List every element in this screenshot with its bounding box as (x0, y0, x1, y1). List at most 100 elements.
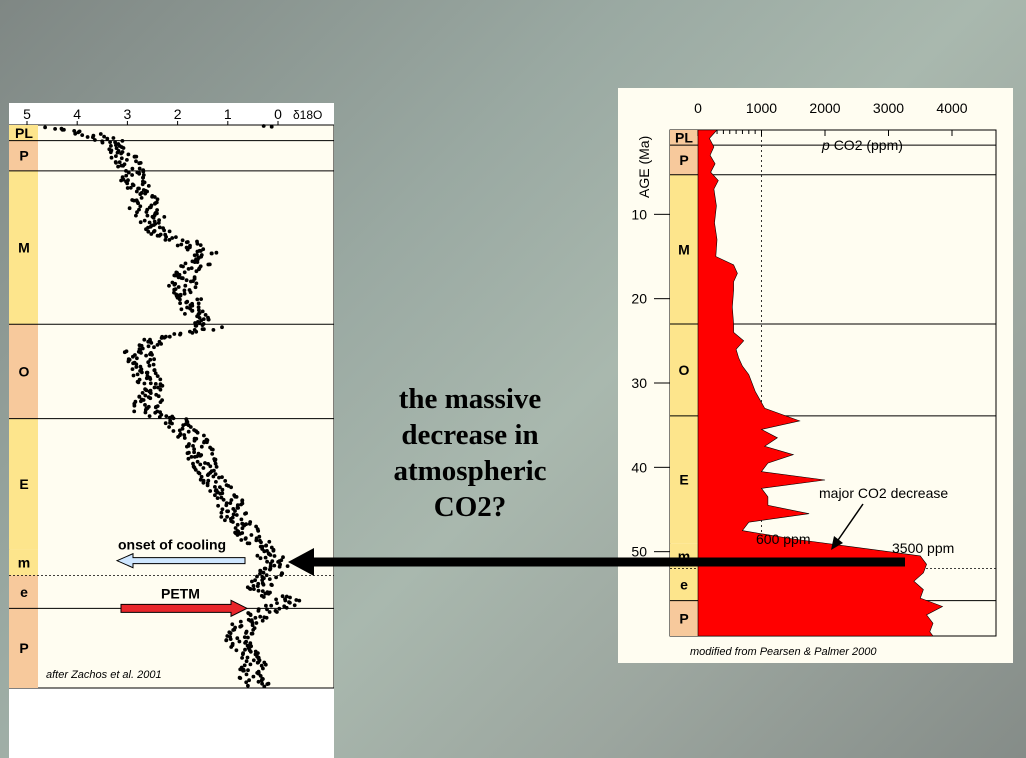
d18o-data-point (130, 166, 135, 171)
d18o-data-point (195, 459, 200, 464)
d18o-data-point (267, 610, 272, 614)
d18o-data-point (130, 173, 134, 177)
d18o-data-point (229, 485, 234, 490)
d18o-data-point (145, 213, 150, 218)
d18o-data-point (121, 146, 126, 150)
d18o-data-point (239, 538, 244, 542)
d18o-data-point (261, 595, 266, 599)
d18o-data-point (233, 509, 237, 513)
d18o-data-point (158, 400, 163, 404)
d18o-data-point (144, 210, 149, 214)
d18o-data-point (281, 555, 285, 560)
d18o-data-point (137, 395, 142, 399)
d18o-data-point (148, 352, 152, 357)
co2-epoch-label: M (678, 241, 690, 257)
d18o-data-point (193, 285, 198, 290)
d18o-data-point (124, 169, 128, 173)
d18o-data-point (134, 213, 138, 218)
d18o-data-point (279, 573, 284, 577)
co2-credit: modified from Pearsen & Palmer 2000 (690, 646, 877, 658)
co2-epoch-label: PL (675, 130, 693, 146)
d18o-data-point (152, 195, 157, 199)
d18o-data-point (155, 343, 160, 347)
d18o-data-point (258, 614, 263, 619)
d18o-data-point (151, 229, 156, 234)
d18o-data-point (139, 351, 143, 355)
d18o-data-point (147, 363, 152, 368)
d18o-data-point (195, 249, 200, 254)
d18o-data-point (264, 603, 268, 608)
d18o-data-point (91, 135, 95, 140)
d18o-axis-tick: 0 (274, 106, 282, 122)
d18o-data-point (243, 647, 247, 652)
co2-epoch-label: e (680, 577, 688, 593)
d18o-data-point (253, 578, 257, 583)
d18o-data-point (163, 238, 168, 242)
d18o-data-point (180, 238, 185, 243)
d18o-epoch-label: e (20, 584, 28, 600)
d18o-data-point (233, 526, 238, 530)
d18o-data-point (214, 480, 218, 484)
d18o-data-point (262, 549, 267, 554)
d18o-data-point (150, 194, 155, 199)
d18o-axis-tick: 4 (73, 106, 81, 122)
d18o-data-point (275, 601, 279, 605)
d18o-data-point (192, 450, 197, 455)
d18o-data-point (190, 303, 195, 308)
d18o-data-point (117, 160, 122, 165)
d18o-data-point (262, 684, 267, 689)
co2-epoch-label: P (679, 610, 688, 626)
d18o-data-point (216, 503, 221, 508)
d18o-data-point (231, 520, 235, 524)
d18o-data-point (248, 649, 253, 654)
d18o-data-point (253, 615, 258, 620)
d18o-data-point (158, 387, 163, 392)
d18o-data-point (244, 672, 249, 677)
d18o-data-point (262, 566, 267, 571)
d18o-data-point (264, 573, 269, 578)
d18o-data-point (189, 455, 194, 459)
d18o-data-point (242, 663, 247, 668)
d18o-data-point (194, 269, 199, 274)
d18o-data-point (151, 215, 156, 220)
d18o-epoch-label: m (18, 554, 30, 570)
d18o-data-point (186, 456, 191, 461)
d18o-data-point (231, 628, 236, 632)
d18o-data-point (198, 243, 203, 248)
d18o-data-point (125, 181, 130, 186)
d18o-data-point (267, 577, 272, 581)
d18o-data-point (158, 377, 163, 382)
d18o-data-point (153, 371, 158, 376)
d18o-data-point (220, 491, 225, 496)
d18o-data-point (143, 393, 148, 398)
d18o-data-point (259, 678, 264, 683)
d18o-epoch-label: P (19, 148, 28, 164)
d18o-data-point (250, 631, 255, 636)
d18o-data-point (258, 674, 263, 678)
d18o-data-point (131, 183, 136, 188)
d18o-data-point (185, 305, 190, 310)
d18o-data-point (271, 548, 276, 553)
d18o-data-point (224, 638, 229, 643)
d18o-data-point (199, 444, 204, 449)
d18o-data-point (258, 568, 263, 573)
d18o-data-point (218, 485, 222, 489)
d18o-data-point (220, 487, 225, 492)
petm-arrow (120, 599, 249, 618)
d18o-data-point (261, 570, 266, 575)
d18o-data-point (182, 436, 187, 440)
d18o-data-point (254, 538, 259, 543)
d18o-data-point (213, 485, 217, 489)
co2-axis-tick: 1000 (746, 100, 777, 116)
co2-y-tick: 30 (631, 375, 647, 391)
d18o-data-point (113, 140, 117, 145)
d18o-data-point (220, 475, 224, 479)
d18o-data-point (228, 637, 233, 641)
d18o-data-point (120, 139, 125, 143)
d18o-data-point (159, 384, 163, 388)
d18o-data-point (152, 385, 157, 390)
co2-epoch-label: E (679, 472, 688, 488)
d18o-data-point (201, 480, 206, 485)
d18o-data-point (126, 170, 131, 175)
d18o-epoch-band (9, 549, 38, 576)
